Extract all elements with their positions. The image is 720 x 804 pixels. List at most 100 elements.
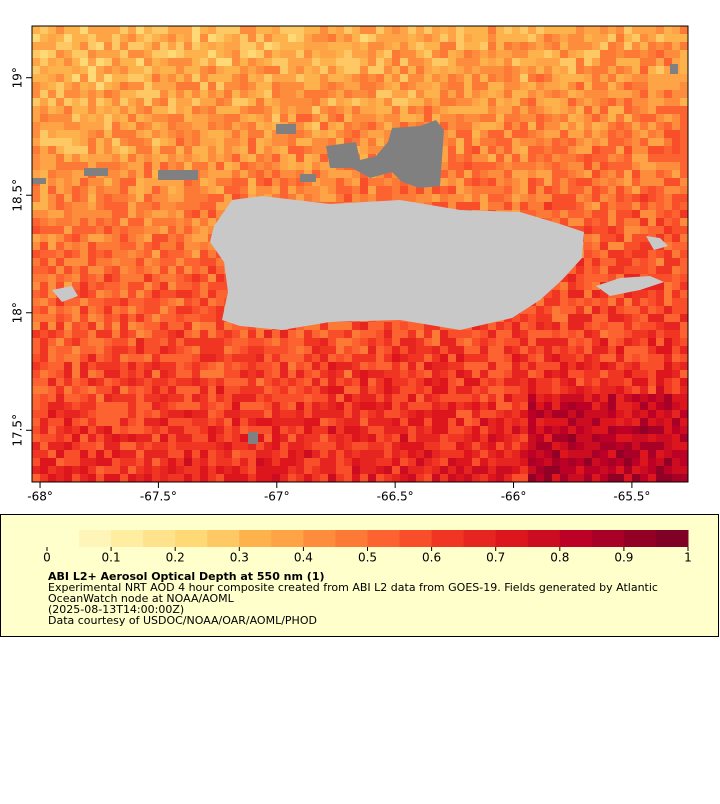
raster-cell xyxy=(40,146,48,154)
raster-cell xyxy=(216,210,224,218)
raster-cell xyxy=(184,386,192,394)
raster-cell xyxy=(352,346,360,354)
raster-cell xyxy=(640,370,648,378)
raster-cell xyxy=(368,322,376,330)
raster-cell xyxy=(208,178,216,186)
raster-cell xyxy=(424,194,432,202)
raster-cell xyxy=(40,370,48,378)
raster-cell xyxy=(192,250,200,258)
raster-cell xyxy=(552,282,560,290)
raster-cell xyxy=(112,58,120,66)
raster-cell xyxy=(224,466,232,474)
raster-cell xyxy=(464,450,472,458)
raster-cell xyxy=(192,418,200,426)
raster-cell xyxy=(344,138,352,146)
raster-cell xyxy=(392,50,400,58)
raster-cell xyxy=(328,402,336,410)
raster-cell xyxy=(96,418,104,426)
raster-cell xyxy=(496,466,504,474)
raster-cell xyxy=(576,474,584,482)
raster-cell xyxy=(496,354,504,362)
raster-cell xyxy=(560,442,568,450)
raster-cell xyxy=(120,194,128,202)
raster-cell xyxy=(424,34,432,42)
raster-cell xyxy=(152,370,160,378)
raster-cell xyxy=(96,450,104,458)
raster-cell xyxy=(304,434,312,442)
raster-cell xyxy=(264,42,272,50)
raster-cell xyxy=(672,122,680,130)
raster-cell xyxy=(592,202,600,210)
raster-cell xyxy=(520,322,528,330)
raster-cell xyxy=(56,226,64,234)
raster-cell xyxy=(224,74,232,82)
raster-cell xyxy=(480,426,488,434)
raster-cell xyxy=(456,362,464,370)
raster-cell xyxy=(232,26,240,34)
raster-cell xyxy=(328,458,336,466)
raster-cell xyxy=(216,130,224,138)
raster-cell xyxy=(128,42,136,50)
raster-cell xyxy=(248,458,256,466)
raster-cell xyxy=(400,410,408,418)
raster-cell xyxy=(96,378,104,386)
raster-cell xyxy=(32,58,40,66)
raster-cell xyxy=(216,66,224,74)
raster-cell xyxy=(560,42,568,50)
raster-cell xyxy=(496,90,504,98)
raster-cell xyxy=(272,330,280,338)
raster-cell xyxy=(672,378,680,386)
raster-cell xyxy=(168,338,176,346)
raster-cell xyxy=(160,442,168,450)
raster-cell xyxy=(200,402,208,410)
raster-cell xyxy=(56,186,64,194)
raster-cell xyxy=(264,474,272,482)
raster-cell xyxy=(440,122,448,130)
raster-cell xyxy=(448,154,456,162)
raster-cell xyxy=(160,34,168,42)
raster-cell xyxy=(104,242,112,250)
raster-cell xyxy=(208,426,216,434)
raster-cell xyxy=(592,362,600,370)
raster-cell xyxy=(432,426,440,434)
raster-cell xyxy=(520,434,528,442)
raster-cell xyxy=(544,362,552,370)
raster-cell xyxy=(592,450,600,458)
raster-cell xyxy=(584,178,592,186)
raster-cell xyxy=(488,66,496,74)
raster-cell xyxy=(336,322,344,330)
raster-cell xyxy=(312,338,320,346)
raster-cell xyxy=(104,474,112,482)
colorbar-swatch xyxy=(623,530,657,547)
raster-cell xyxy=(168,314,176,322)
raster-cell xyxy=(328,410,336,418)
raster-cell xyxy=(648,354,656,362)
raster-cell xyxy=(192,450,200,458)
raster-cell xyxy=(592,466,600,474)
raster-cell xyxy=(680,370,688,378)
raster-cell xyxy=(568,466,576,474)
raster-cell xyxy=(504,442,512,450)
raster-cell xyxy=(448,26,456,34)
raster-cell xyxy=(32,218,40,226)
raster-cell xyxy=(136,234,144,242)
raster-cell xyxy=(56,202,64,210)
raster-cell xyxy=(384,322,392,330)
raster-cell xyxy=(656,290,664,298)
raster-cell xyxy=(88,458,96,466)
raster-cell xyxy=(376,354,384,362)
raster-cell xyxy=(120,282,128,290)
raster-cell xyxy=(352,362,360,370)
raster-cell xyxy=(440,34,448,42)
raster-cell xyxy=(464,426,472,434)
raster-cell xyxy=(184,314,192,322)
raster-cell xyxy=(128,426,136,434)
raster-cell xyxy=(136,426,144,434)
raster-cell xyxy=(632,42,640,50)
raster-cell xyxy=(32,354,40,362)
raster-cell xyxy=(488,394,496,402)
raster-cell xyxy=(616,186,624,194)
raster-cell xyxy=(584,466,592,474)
raster-cell xyxy=(672,330,680,338)
raster-cell xyxy=(72,34,80,42)
